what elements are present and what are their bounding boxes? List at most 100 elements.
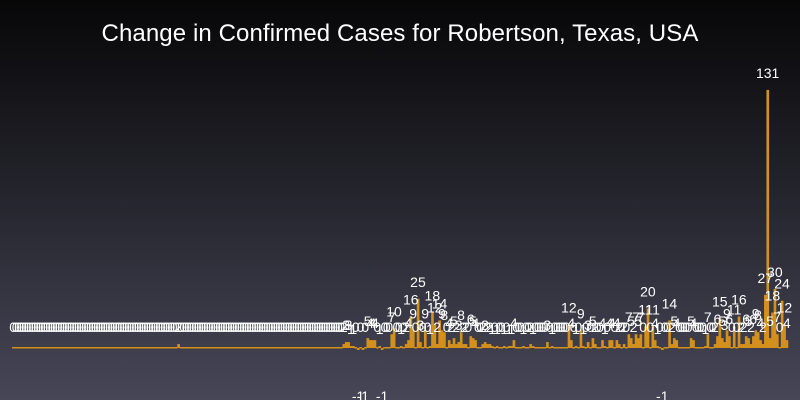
bar-value-label: 4 bbox=[598, 315, 606, 331]
bar bbox=[335, 347, 338, 349]
bar-value-label: 0 bbox=[596, 319, 604, 335]
bar bbox=[208, 347, 212, 349]
bar bbox=[134, 347, 137, 349]
bar-value-label: 2 bbox=[486, 319, 494, 335]
bar-value-label: 0 bbox=[131, 319, 139, 335]
bar bbox=[206, 347, 209, 349]
bar-value-label: 0 bbox=[227, 319, 235, 335]
bar bbox=[759, 340, 762, 348]
bar-value-label: 4 bbox=[510, 315, 518, 331]
bar bbox=[560, 347, 564, 349]
bar bbox=[677, 347, 681, 349]
bar-value-label: 0 bbox=[52, 319, 60, 335]
bar bbox=[117, 347, 121, 349]
bar-value-label: 0 bbox=[706, 319, 714, 335]
bar-value-label: 0 bbox=[292, 319, 300, 335]
bar-value-label: 0 bbox=[575, 319, 583, 335]
bar-value-label: 5 bbox=[450, 313, 458, 329]
bar bbox=[500, 347, 504, 349]
bar-value-label: 4 bbox=[371, 315, 379, 331]
bar-value-label: 2 bbox=[615, 319, 623, 335]
bar bbox=[155, 347, 159, 349]
bar-value-label: 0 bbox=[328, 319, 336, 335]
bar-value-label: 0 bbox=[28, 319, 36, 335]
bar bbox=[241, 347, 245, 349]
bar-value-label: 0 bbox=[699, 319, 707, 335]
bar-value-label: 0 bbox=[48, 319, 56, 335]
bar bbox=[64, 347, 68, 349]
bar-value-label: 6 bbox=[725, 311, 733, 327]
bar-value-label: 4 bbox=[369, 315, 377, 331]
bar bbox=[162, 347, 166, 349]
bar bbox=[675, 340, 679, 348]
bar bbox=[69, 347, 73, 349]
bar bbox=[114, 347, 118, 349]
bar-value-label: -1 bbox=[352, 388, 365, 400]
bar-value-label: 0 bbox=[337, 319, 345, 335]
bar bbox=[141, 347, 144, 349]
bar-value-label: 4 bbox=[673, 315, 681, 331]
bar bbox=[153, 347, 156, 349]
bar bbox=[91, 347, 94, 349]
bar-value-label: 27 bbox=[757, 270, 773, 286]
bar-value-label: 0 bbox=[210, 319, 218, 335]
bar-value-label: 0 bbox=[199, 319, 207, 335]
bar bbox=[608, 340, 612, 348]
bar bbox=[768, 338, 772, 348]
bar-value-label: 0 bbox=[678, 319, 686, 335]
bar-value-label: 0 bbox=[682, 319, 690, 335]
bar-value-label: 7 bbox=[388, 309, 396, 325]
bar-value-label: 0 bbox=[98, 319, 106, 335]
bar-value-label: 0 bbox=[100, 319, 108, 335]
bar-value-label: 0 bbox=[12, 319, 20, 335]
bar bbox=[52, 347, 56, 349]
bar bbox=[601, 340, 604, 348]
bar-value-label: 1 bbox=[579, 321, 587, 337]
bar bbox=[658, 347, 662, 349]
bar bbox=[371, 340, 374, 348]
bar-value-label: 9 bbox=[409, 305, 417, 321]
bar-value-label: 0 bbox=[385, 319, 393, 335]
bar-value-label: 0 bbox=[136, 319, 144, 335]
bar bbox=[253, 347, 257, 349]
bar-value-label: 0 bbox=[24, 319, 32, 335]
bar-value-label: 0 bbox=[242, 319, 250, 335]
bar bbox=[773, 288, 777, 348]
bar bbox=[308, 347, 312, 349]
bar bbox=[244, 347, 247, 349]
bar-value-label: 2 bbox=[527, 319, 535, 335]
bar bbox=[12, 347, 15, 349]
bar bbox=[256, 347, 259, 349]
value-labels: 0000000000000000000000000000000000000000… bbox=[9, 65, 792, 400]
bar bbox=[625, 347, 628, 349]
bar bbox=[524, 347, 528, 349]
bar bbox=[538, 347, 542, 349]
bar bbox=[653, 340, 657, 348]
bar bbox=[579, 330, 583, 348]
bar-value-label: 0 bbox=[661, 319, 669, 335]
bar-value-label: 0 bbox=[512, 319, 520, 335]
bar bbox=[383, 347, 386, 349]
bar bbox=[184, 347, 188, 349]
bar-value-label: 18 bbox=[425, 288, 441, 304]
bar-value-label: 0 bbox=[122, 319, 130, 335]
bar bbox=[534, 347, 537, 349]
bar-value-label: 0 bbox=[325, 319, 333, 335]
bar-value-label: 2 bbox=[759, 319, 767, 335]
bar bbox=[426, 347, 429, 349]
bar-value-label: 0 bbox=[31, 319, 39, 335]
bar-value-label: 0 bbox=[105, 319, 113, 335]
bar-value-label: 9 bbox=[421, 305, 429, 321]
bar bbox=[457, 342, 461, 348]
bar-value-label: 0 bbox=[110, 319, 118, 335]
bar bbox=[71, 347, 75, 349]
bar bbox=[407, 340, 410, 348]
bar-value-label: 2 bbox=[591, 319, 599, 335]
bar-value-label: 0 bbox=[361, 319, 369, 335]
bar-value-label: 9 bbox=[438, 305, 446, 321]
bar-value-label: 0 bbox=[153, 319, 161, 335]
bar-value-label: 3 bbox=[455, 317, 463, 333]
bar bbox=[385, 347, 389, 349]
bar bbox=[124, 347, 128, 349]
bar bbox=[289, 347, 293, 349]
